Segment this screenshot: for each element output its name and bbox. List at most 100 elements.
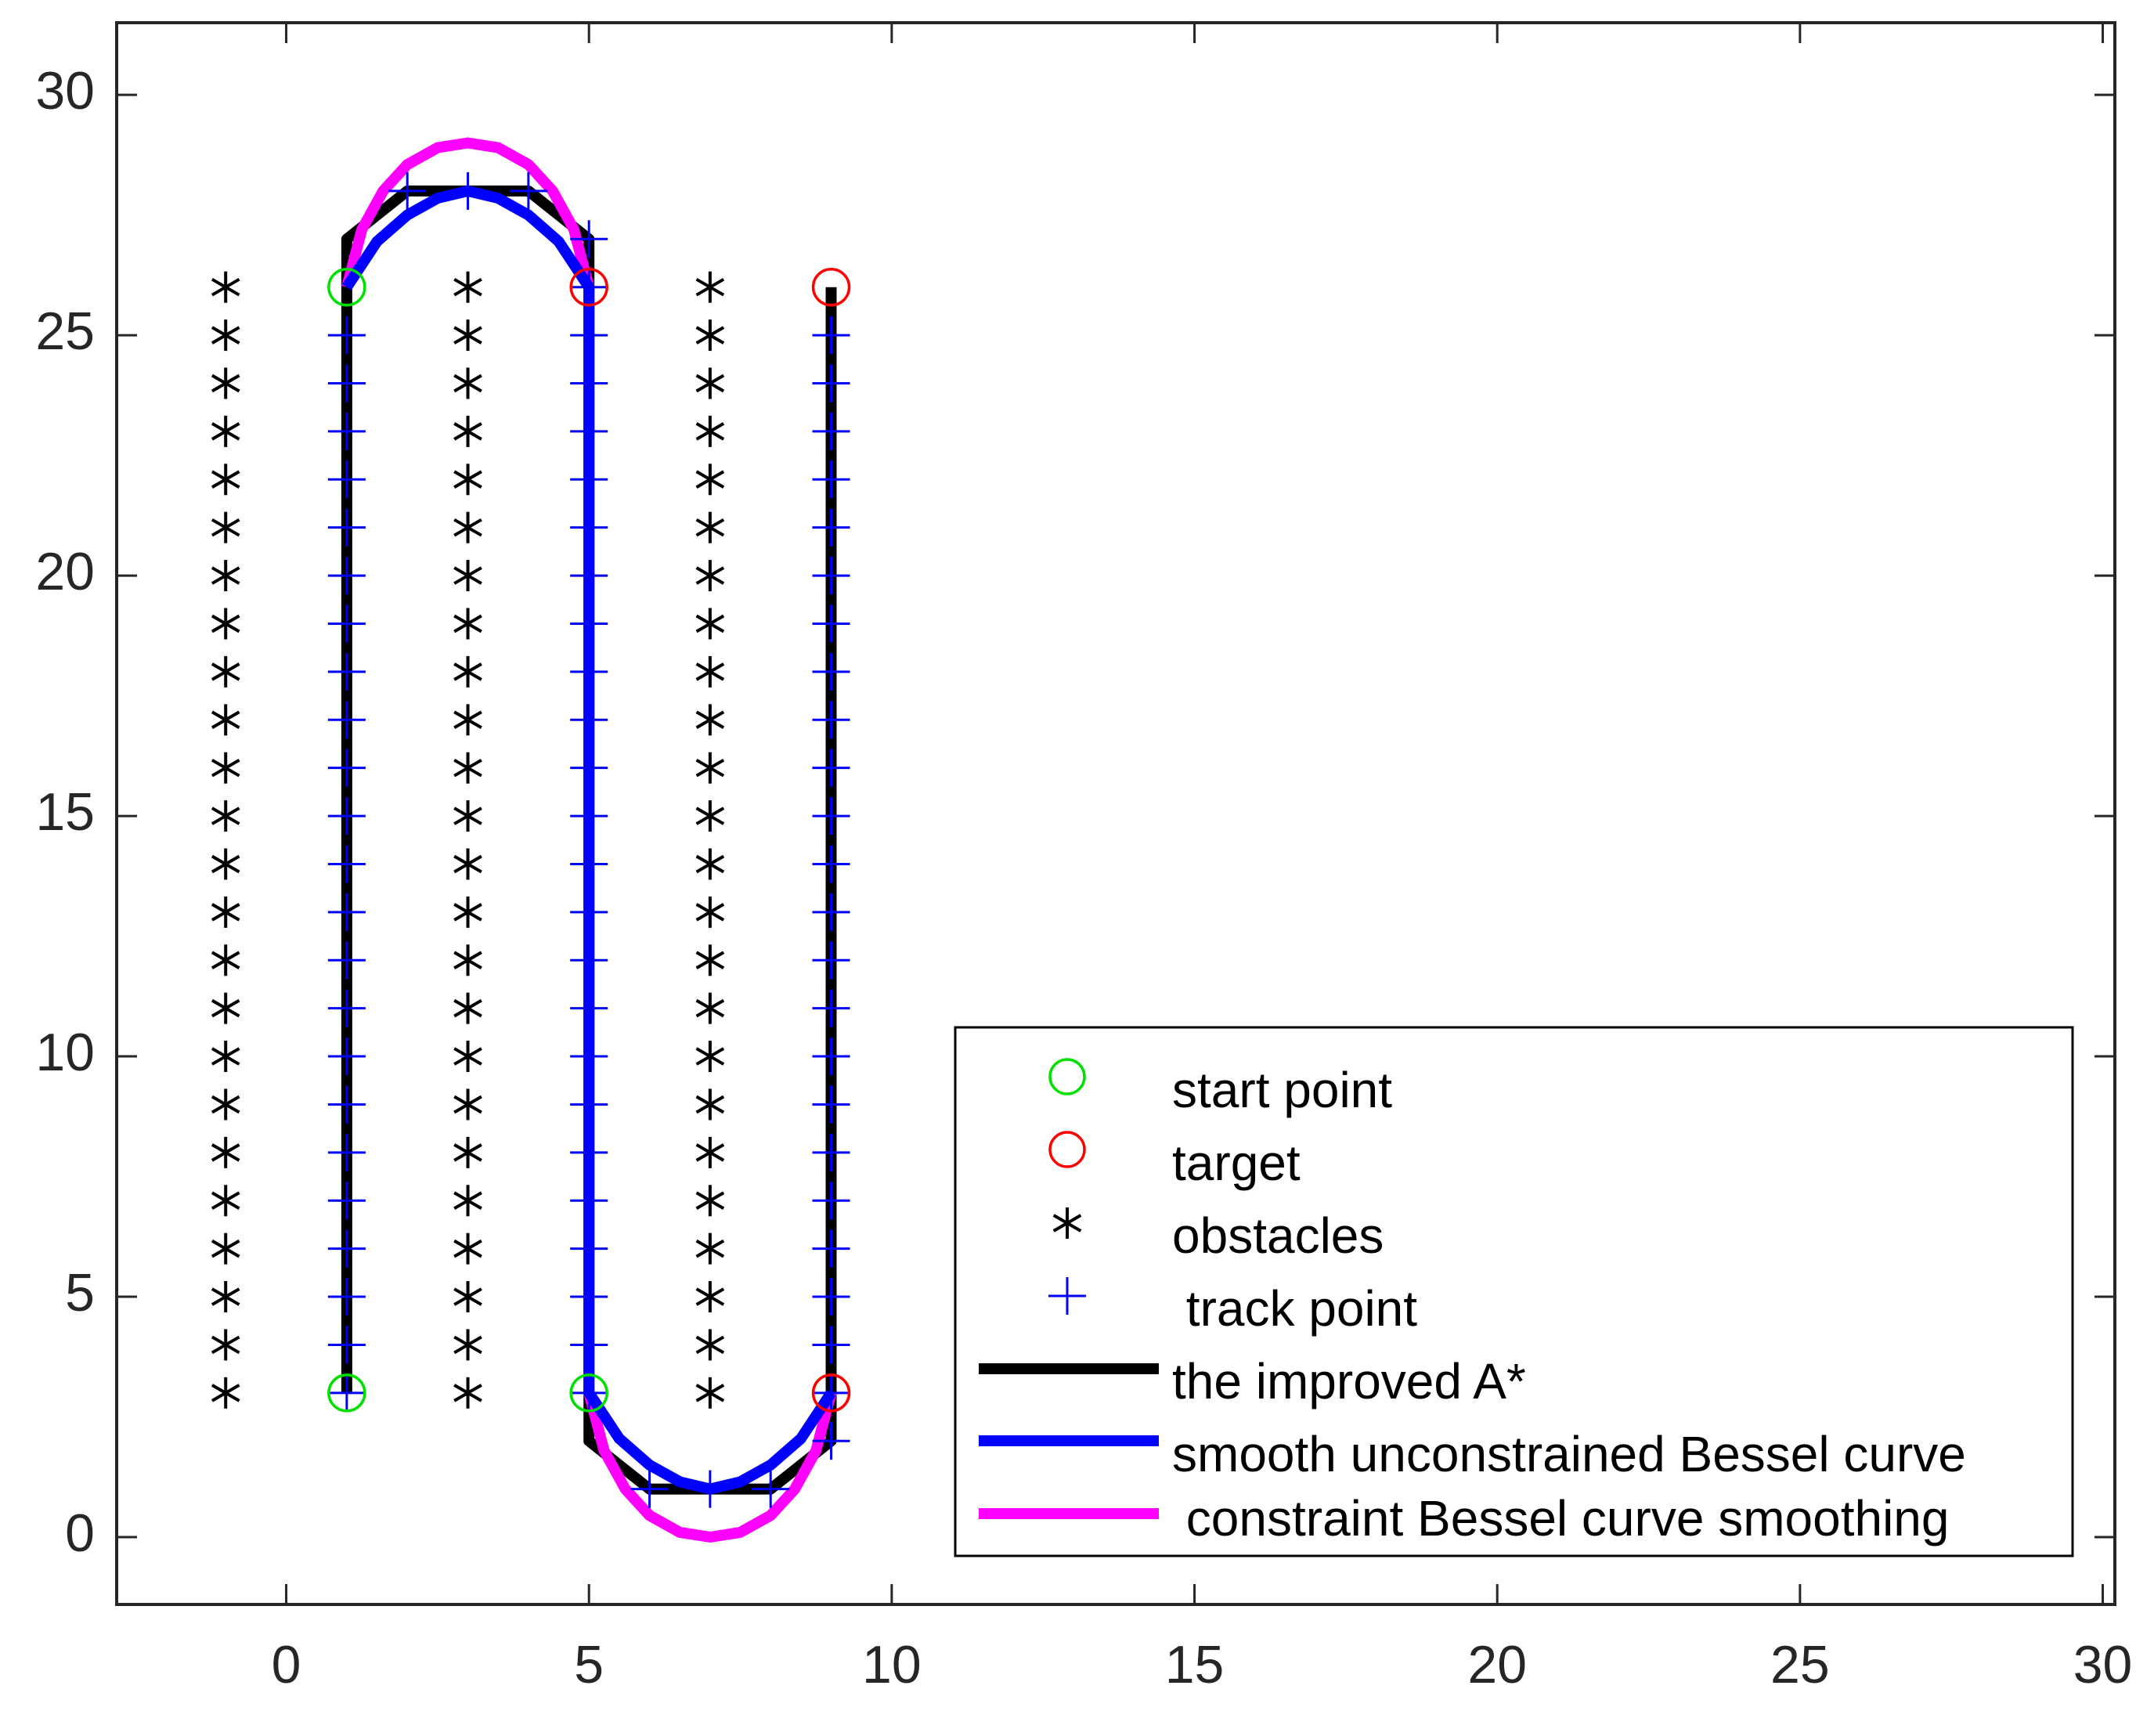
- obstacle-stroke: [453, 1143, 482, 1162]
- obstacle-stroke: [211, 1143, 240, 1162]
- obstacle-stroke: [695, 758, 725, 778]
- obstacle-stroke: [211, 518, 240, 537]
- obstacle-marker: [453, 1088, 482, 1121]
- legend-label-unconstrained-bessel: smooth unconstrained Bessel curve: [1172, 1426, 1966, 1482]
- obstacle-stroke: [695, 1384, 725, 1402]
- obstacle-stroke: [453, 374, 482, 393]
- obstacle-stroke: [453, 566, 482, 585]
- obstacle-stroke: [453, 1384, 482, 1402]
- obstacle-marker: [211, 1281, 240, 1313]
- target-marker: [811, 1373, 851, 1413]
- obstacle-marker: [453, 848, 482, 880]
- plot-content: [211, 137, 851, 1543]
- obstacle-stroke: [695, 1047, 725, 1066]
- obstacle-stroke: [453, 1047, 482, 1066]
- obstacle-stroke: [211, 903, 240, 922]
- obstacle-stroke: [453, 903, 482, 922]
- legend-label-constraint-bessel: constraint Bessel curve smoothing: [1172, 1490, 1949, 1547]
- obstacle-stroke: [453, 1287, 482, 1306]
- obstacle-marker: [695, 319, 725, 352]
- obstacle-marker: [695, 1329, 725, 1361]
- obstacle-stroke: [695, 1095, 725, 1114]
- obstacle-stroke: [695, 277, 725, 297]
- obstacle-stroke: [695, 998, 725, 1018]
- obstacle-marker: [453, 415, 482, 447]
- obstacle-marker: [695, 1377, 725, 1409]
- obstacle-marker: [211, 655, 240, 688]
- obstacle-stroke: [695, 951, 725, 969]
- obstacle-stroke: [695, 566, 725, 585]
- x-tick-label: 20: [1467, 1635, 1527, 1694]
- obstacle-stroke: [695, 662, 725, 681]
- obstacle-marker: [211, 560, 240, 592]
- obstacle-marker: [211, 367, 240, 399]
- obstacle-stroke: [453, 758, 482, 778]
- obstacle-marker: [453, 1185, 482, 1217]
- legend-label-obstacles: obstacles: [1172, 1207, 1384, 1264]
- obstacle-stroke: [453, 518, 482, 537]
- legend-label-improved-astar: the improved A*: [1172, 1353, 1526, 1409]
- y-tick-label: 20: [35, 542, 95, 601]
- obstacle-stroke: [211, 277, 240, 297]
- y-tick-label: 25: [35, 301, 95, 361]
- obstacle-marker: [453, 367, 482, 399]
- obstacle-marker: [453, 1041, 482, 1073]
- obstacle-marker: [695, 1185, 725, 1217]
- obstacle-marker: [453, 560, 482, 592]
- obstacle-stroke: [695, 1239, 725, 1258]
- legend: start point target obstacles track point…: [954, 1026, 2074, 1557]
- obstacle-marker: [211, 944, 240, 976]
- obstacle-marker: [453, 704, 482, 736]
- obstacle-marker: [695, 944, 725, 976]
- obstacle-marker: [1052, 1207, 1082, 1239]
- obstacle-stroke: [695, 422, 725, 441]
- obstacle-marker: [453, 944, 482, 976]
- obstacle-marker: [453, 319, 482, 352]
- x-tick-label: 5: [574, 1635, 604, 1694]
- obstacle-marker: [695, 1136, 725, 1168]
- obstacle-stroke: [211, 1287, 240, 1306]
- start-point-marker: [327, 1373, 366, 1413]
- obstacle-stroke: [695, 1335, 725, 1355]
- x-tick-label: 30: [2073, 1635, 2133, 1694]
- obstacle-stroke: [1052, 1214, 1082, 1233]
- obstacle-stroke: [453, 710, 482, 730]
- legend-box: [954, 1026, 2074, 1557]
- obstacle-marker: [211, 992, 240, 1024]
- obstacle-marker: [453, 1136, 482, 1168]
- obstacle-marker: [695, 271, 725, 303]
- obstacle-marker: [453, 1281, 482, 1313]
- obstacle-marker: [211, 319, 240, 352]
- obstacle-marker: [695, 1041, 725, 1073]
- legend-symbol-start: [1048, 1058, 1086, 1095]
- obstacle-marker: [453, 511, 482, 543]
- obstacle-stroke: [211, 422, 240, 441]
- y-tick-label: 10: [35, 1023, 95, 1082]
- obstacle-stroke: [453, 1239, 482, 1258]
- axes-ticks: [117, 23, 2115, 1604]
- y-tick-label: 0: [65, 1503, 95, 1563]
- obstacle-stroke: [211, 854, 240, 874]
- obstacle-stroke: [211, 1047, 240, 1066]
- legend-label-start-point: start point: [1172, 1062, 1392, 1118]
- obstacle-stroke: [453, 614, 482, 633]
- obstacle-marker: [211, 1233, 240, 1265]
- obstacle-stroke: [695, 614, 725, 633]
- start-point-marker: [569, 1373, 608, 1413]
- obstacle-stroke: [695, 807, 725, 825]
- obstacle-marker: [211, 608, 240, 640]
- target-marker: [811, 267, 851, 307]
- y-tick-label: 15: [35, 782, 95, 842]
- obstacle-marker: [453, 608, 482, 640]
- obstacle-marker: [695, 1281, 725, 1313]
- series-line-1: [342, 185, 836, 1495]
- obstacle-marker: [695, 608, 725, 640]
- obstacle-stroke: [211, 374, 240, 393]
- obstacle-stroke: [211, 566, 240, 585]
- obstacle-marker: [211, 1136, 240, 1168]
- obstacle-stroke: [211, 758, 240, 778]
- obstacle-stroke: [453, 326, 482, 345]
- obstacle-stroke: [211, 614, 240, 633]
- obstacle-stroke: [695, 1143, 725, 1162]
